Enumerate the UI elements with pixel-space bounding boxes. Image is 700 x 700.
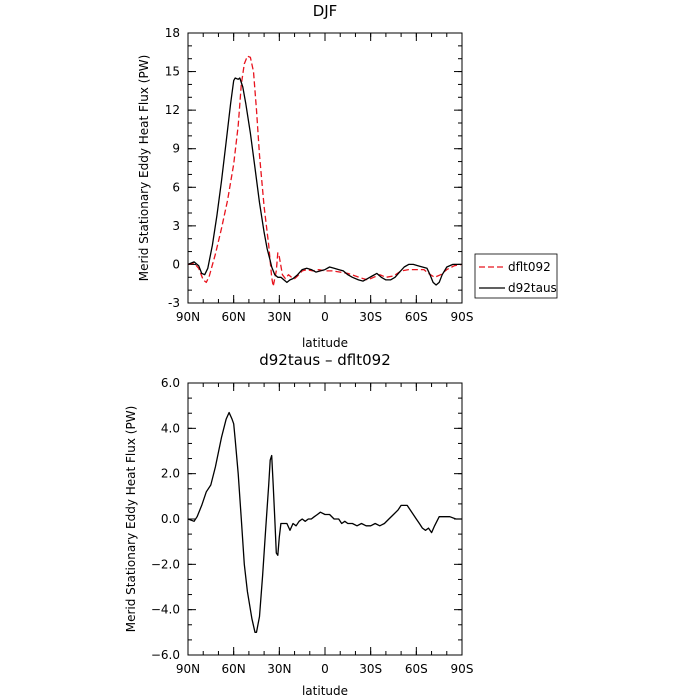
- x-tick-label: 90S: [451, 662, 474, 676]
- legend-label-dflt092: dflt092: [508, 260, 551, 274]
- x-tick-label: 0: [321, 310, 329, 324]
- x-tick-label: 60N: [222, 310, 246, 324]
- top-panel-djf: DJF 90N 60N 30N 0 30S 60S 90S -3 0 3 6 9 12 15 18 latitu…: [137, 2, 558, 350]
- x-tick-label: 60N: [222, 662, 246, 676]
- plot-frame: [187, 382, 463, 656]
- y-tick-label: 12: [165, 103, 180, 117]
- x-tick-label: 30N: [267, 310, 291, 324]
- legend-box: [474, 253, 558, 299]
- y-tick-label: -3: [168, 296, 180, 310]
- legend-label-d92taus: d92taus: [508, 281, 557, 295]
- y-tick-label: −4.0: [151, 603, 180, 617]
- series-line-d92taus: [187, 77, 462, 286]
- y-tick-label: 3: [172, 219, 180, 233]
- plot-frame: [187, 32, 463, 304]
- legend: dflt092 d92taus: [474, 253, 558, 299]
- chart-title: DJF: [313, 2, 338, 20]
- x-tick-label: 90N: [176, 662, 200, 676]
- y-tick-label: 9: [172, 142, 180, 156]
- series-line-dflt092: [187, 55, 463, 287]
- x-axis-label: latitude: [302, 684, 348, 698]
- x-tick-label: 90S: [451, 310, 474, 324]
- x-tick-label: 30S: [359, 310, 382, 324]
- y-tick-label: 15: [165, 65, 180, 79]
- difference-line: [187, 411, 462, 633]
- x-tick-label: 60S: [405, 310, 428, 324]
- y-tick-label: −2.0: [151, 557, 180, 571]
- y-tick-label: 0: [172, 257, 180, 271]
- y-tick-label: 6.0: [161, 376, 180, 390]
- y-tick-label: 0.0: [161, 512, 180, 526]
- x-tick-label: 30S: [359, 662, 382, 676]
- x-axis-label: latitude: [302, 336, 348, 350]
- x-tick-label: 0: [321, 662, 329, 676]
- y-axis-label: Merid Stationary Eddy Heat Flux (PW): [137, 55, 151, 282]
- chart-title: d92taus – dflt092: [259, 351, 391, 369]
- y-tick-label: 4.0: [161, 421, 180, 435]
- bottom-panel-difference: d92taus – dflt092 90N 60N 30N 0 30S 60S 90S −6.0…: [124, 351, 473, 698]
- x-tick-label: 30N: [267, 662, 291, 676]
- y-tick-label: −6.0: [151, 648, 180, 662]
- y-tick-label: 18: [165, 26, 180, 40]
- y-tick-label: 2.0: [161, 467, 180, 481]
- y-axis-label: Merid Stationary Eddy Heat Flux (PW): [124, 406, 138, 633]
- y-tick-label: 6: [172, 180, 180, 194]
- x-tick-label: 90N: [176, 310, 200, 324]
- x-tick-label: 60S: [405, 662, 428, 676]
